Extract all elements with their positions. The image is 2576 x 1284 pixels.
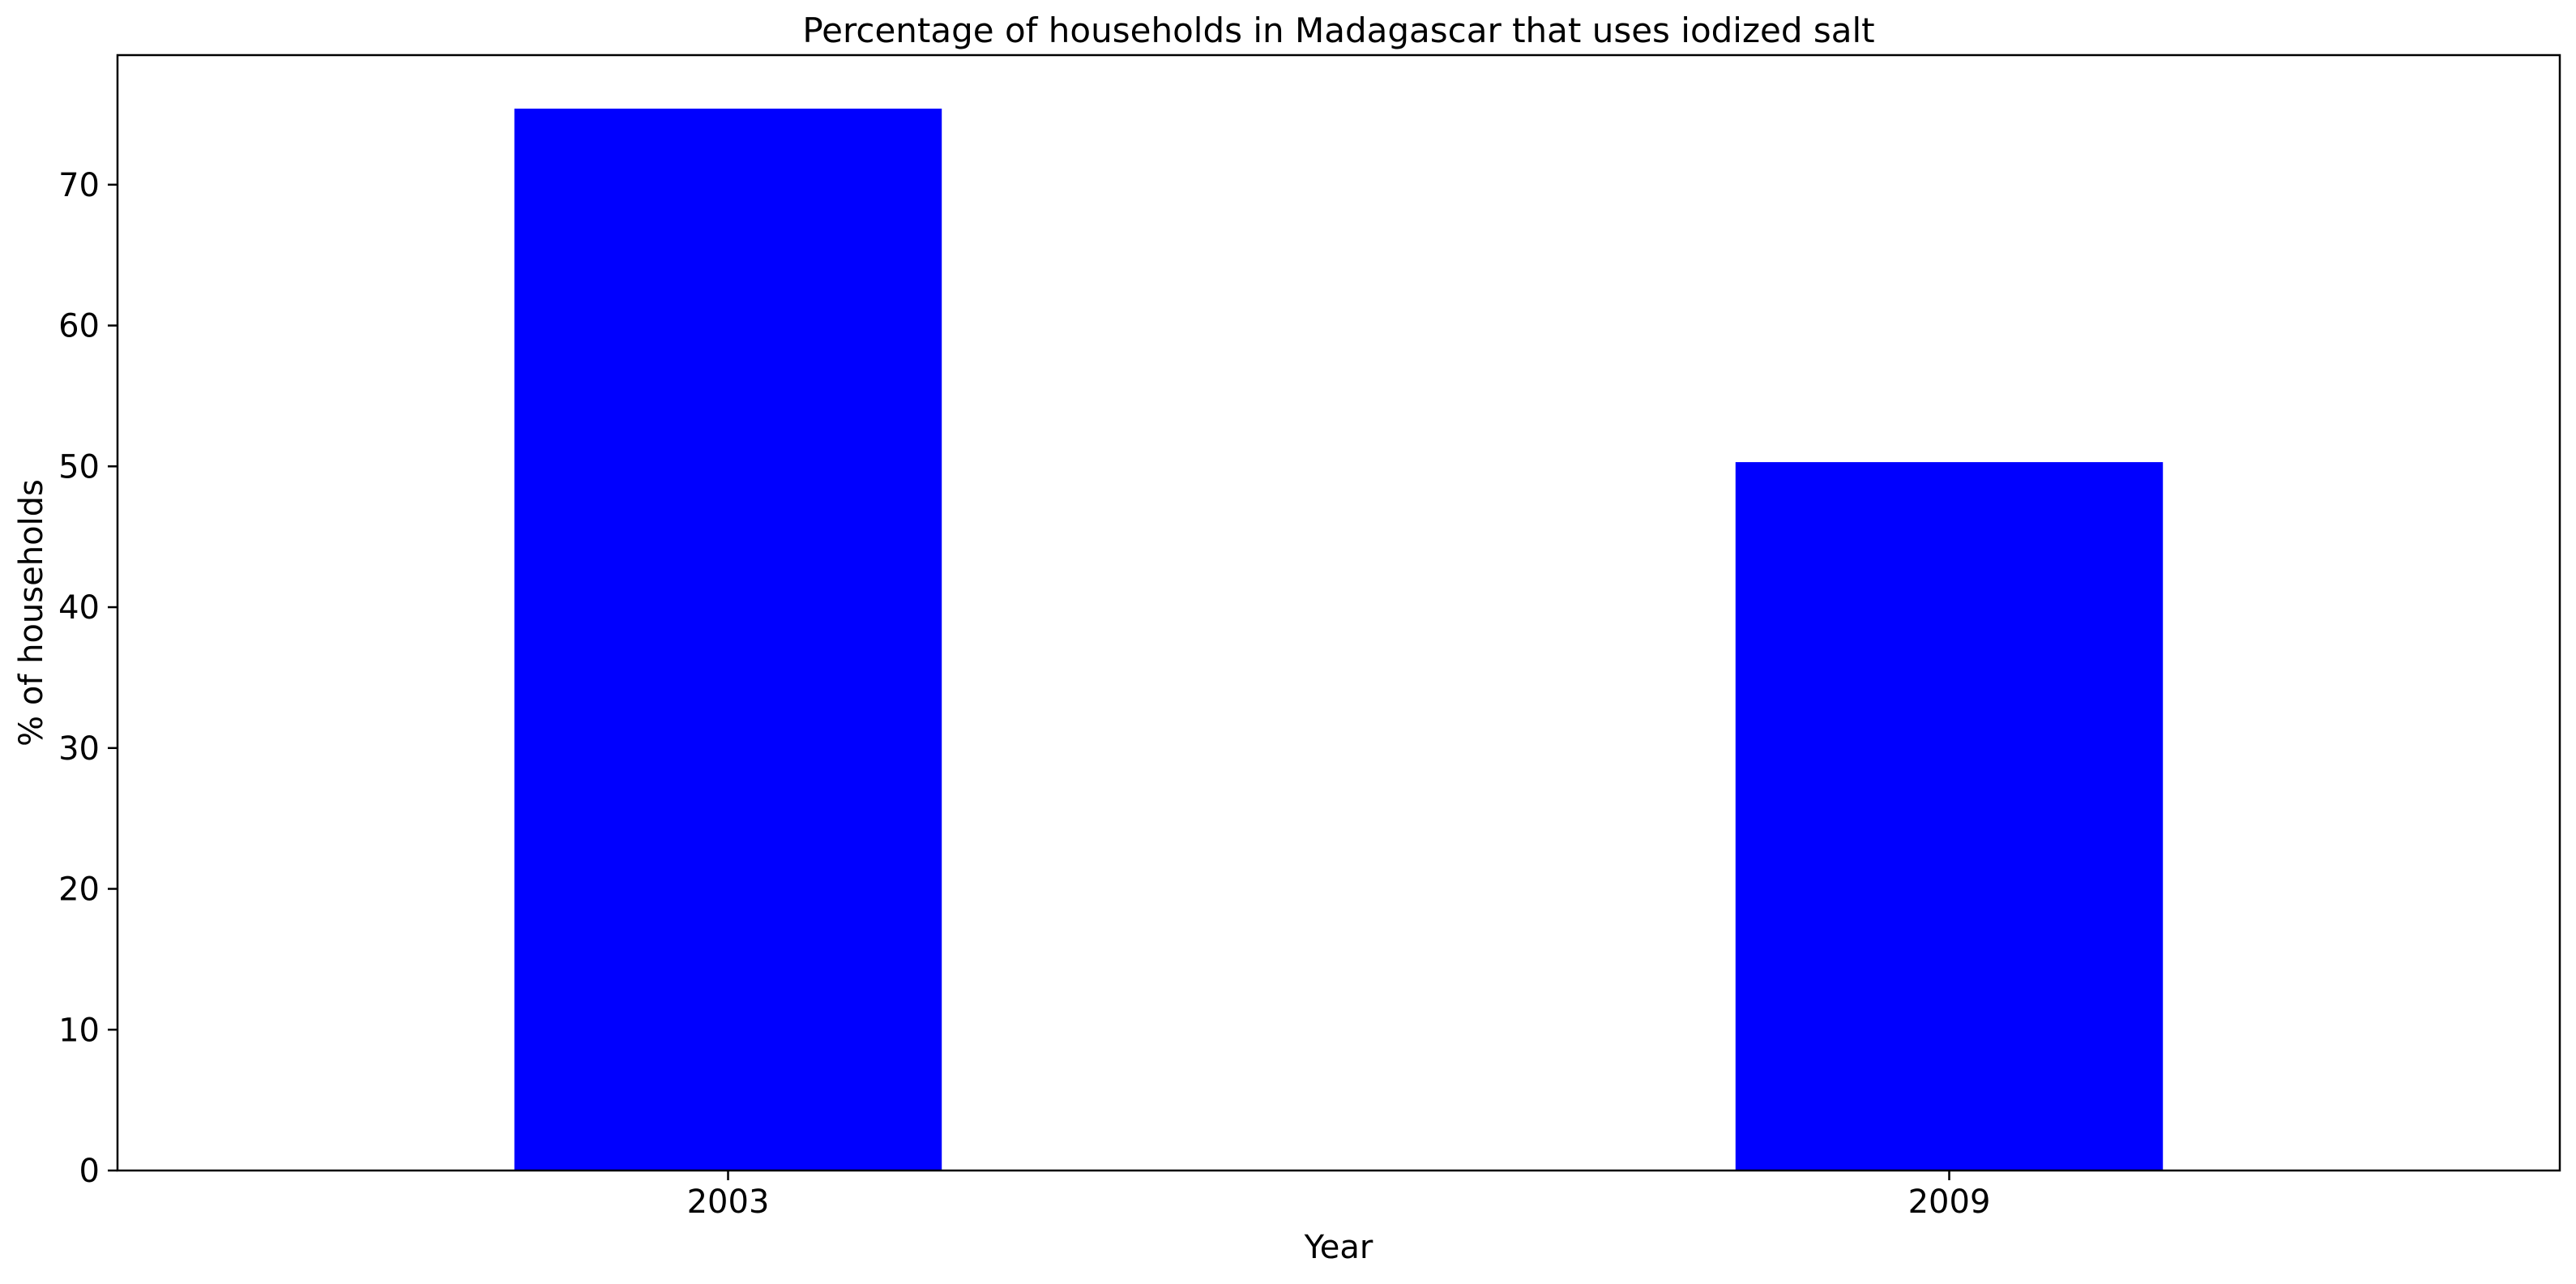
x-tick-label: 2003 bbox=[687, 1183, 770, 1221]
x-axis: 2003 2009 bbox=[687, 1171, 1991, 1221]
bar-2009 bbox=[1735, 462, 2164, 1171]
y-axis-label: % of households bbox=[13, 479, 50, 747]
y-tick-label: 60 bbox=[58, 308, 100, 345]
y-tick-label: 10 bbox=[58, 1012, 100, 1049]
y-tick-label: 0 bbox=[79, 1153, 100, 1190]
bar-2003 bbox=[514, 109, 942, 1171]
chart-title: Percentage of households in Madagascar t… bbox=[802, 11, 1874, 50]
y-tick-label: 30 bbox=[58, 730, 100, 768]
y-axis: 0 10 20 30 40 50 60 70 bbox=[58, 167, 117, 1190]
y-tick-label: 50 bbox=[58, 448, 100, 486]
x-tick-label: 2009 bbox=[1908, 1183, 1991, 1221]
y-tick-label: 70 bbox=[58, 167, 100, 204]
x-axis-label: Year bbox=[1304, 1229, 1373, 1266]
y-tick-label: 20 bbox=[58, 871, 100, 909]
plot-frame bbox=[116, 54, 2561, 1172]
plot-area bbox=[514, 109, 2164, 1171]
y-tick-label: 40 bbox=[58, 589, 100, 627]
